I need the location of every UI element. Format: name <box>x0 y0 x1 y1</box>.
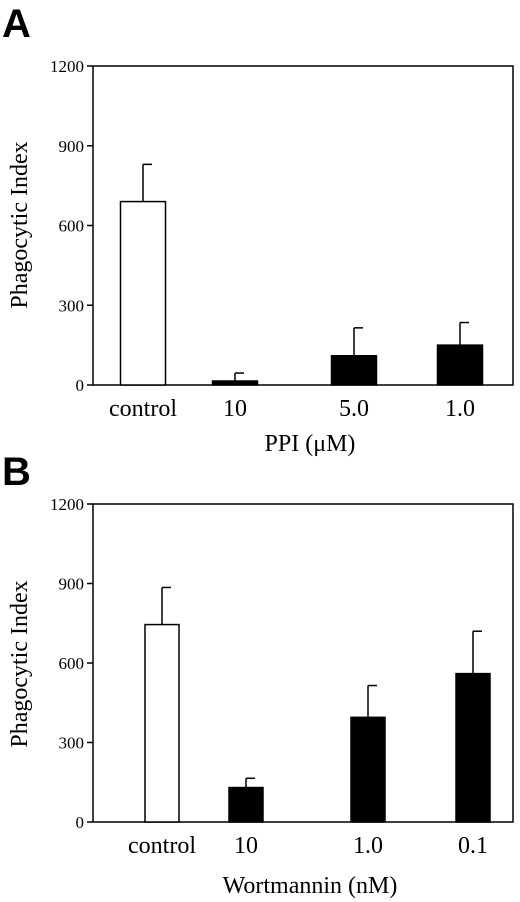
y-tick-label: 0 <box>76 376 85 395</box>
y-tick-label: 300 <box>59 734 85 753</box>
x-axis-title: PPI (μM) <box>265 431 356 457</box>
plot-area: 0 300 600 900 1200 control 10 5.0 1.0 <box>50 57 514 422</box>
y-tick-label: 1200 <box>50 495 84 514</box>
x-axis-title: Wortmannin (nM) <box>223 873 398 899</box>
y-tick-label: 1200 <box>50 57 84 76</box>
x-tick-label: control <box>128 833 196 859</box>
panel-label: A <box>2 2 31 46</box>
y-tick-label: 600 <box>59 654 85 673</box>
x-tick-label: 5.0 <box>339 396 369 422</box>
bar-treatment <box>350 716 386 823</box>
y-tick-label: 900 <box>59 137 85 156</box>
y-tick-label: 900 <box>59 575 85 594</box>
panel-a: A Phagocytic Index PPI (μM) 0 300 600 900 12… <box>2 2 514 457</box>
bar-treatment <box>436 344 484 386</box>
x-tick-label: 10 <box>234 833 258 859</box>
bar-treatment <box>330 355 378 386</box>
bar-treatment <box>211 380 259 386</box>
panel-b: B Phagocytic Index Wortmannin (nM) 0 300 6… <box>2 450 514 899</box>
y-tick-label: 0 <box>76 813 85 832</box>
x-tick-label: 1.0 <box>353 833 383 859</box>
x-tick-label: 0.1 <box>458 833 488 859</box>
plot-area: 0 300 600 900 1200 control 10 1.0 0.1 <box>50 495 514 859</box>
x-tick-label: control <box>109 396 177 422</box>
bar-control <box>119 200 167 386</box>
y-axis-title: Phagocytic Index <box>7 580 33 747</box>
x-tick-label: 10 <box>223 396 247 422</box>
bar-control <box>144 623 180 823</box>
y-axis-title: Phagocytic Index <box>7 141 33 308</box>
y-tick-label: 300 <box>59 296 85 315</box>
panel-label: B <box>2 450 31 494</box>
x-tick-label: 1.0 <box>445 396 475 422</box>
bar-treatment <box>455 672 491 823</box>
bar-treatment <box>228 786 264 823</box>
y-tick-label: 600 <box>59 217 85 236</box>
